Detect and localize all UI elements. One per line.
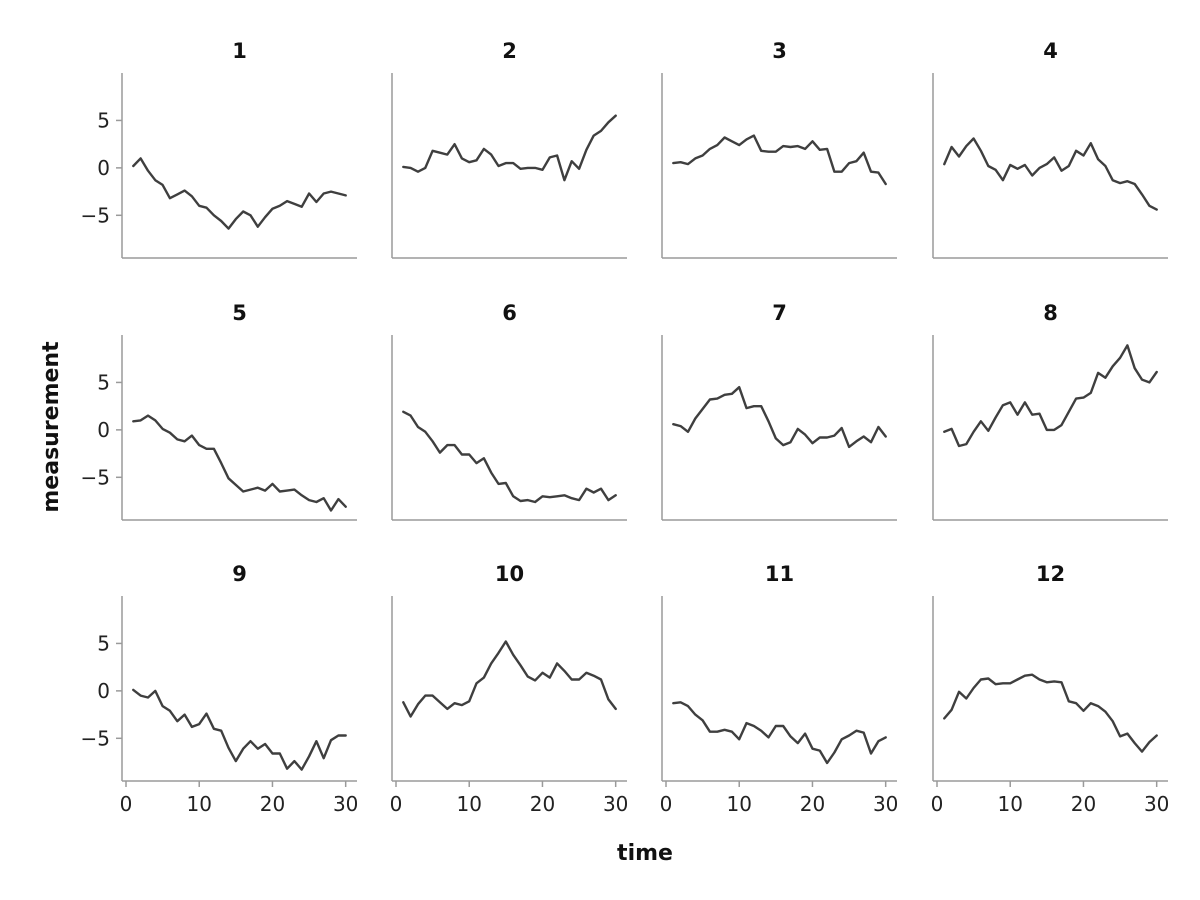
x-tick-label: 0 — [390, 792, 403, 816]
panel-9: 9 −5 0 5 0 10 20 30 — [81, 562, 359, 816]
panel-4: 4 — [932, 39, 1168, 259]
series-line — [132, 688, 347, 771]
y-axis-title: measurement — [39, 341, 64, 513]
y-tick-label: 0 — [97, 679, 110, 703]
panel-3: 3 — [661, 39, 897, 259]
x-tick-label: 30 — [1144, 792, 1169, 816]
y-tick-label: 5 — [97, 631, 110, 655]
panel-7: 7 — [661, 301, 897, 521]
series-line — [132, 414, 347, 512]
panel-1: 1 −5 0 5 — [81, 39, 357, 259]
panel-2: 2 — [391, 39, 627, 259]
panel-title: 1 — [232, 39, 247, 63]
x-tick-label: 10 — [726, 792, 751, 816]
panel-title: 5 — [232, 301, 247, 325]
series-line — [943, 137, 1158, 211]
panel-8: 8 — [932, 301, 1168, 521]
x-tick-label: 0 — [120, 792, 133, 816]
x-tick-label: 10 — [456, 792, 481, 816]
series-line — [402, 410, 617, 504]
x-tick-label: 20 — [530, 792, 555, 816]
y-tick-label: −5 — [81, 465, 110, 489]
panel-11: 11 0 10 20 30 — [660, 562, 899, 816]
x-tick-label: 0 — [660, 792, 673, 816]
y-tick-label: 0 — [97, 418, 110, 442]
panel-title: 9 — [232, 562, 247, 586]
panel-title: 3 — [772, 39, 787, 63]
panel-title: 10 — [495, 562, 524, 586]
panel-title: 12 — [1036, 562, 1065, 586]
x-tick-label: 20 — [260, 792, 285, 816]
series-line — [672, 134, 887, 186]
y-tick-label: −5 — [81, 726, 110, 750]
x-tick-label: 30 — [603, 792, 628, 816]
x-tick-label: 20 — [800, 792, 825, 816]
panel-6: 6 — [391, 301, 627, 521]
series-line — [943, 344, 1158, 448]
panel-title: 7 — [772, 301, 787, 325]
panel-5: 5 −5 0 5 — [81, 301, 357, 521]
x-tick-label: 10 — [997, 792, 1022, 816]
panel-title: 11 — [765, 562, 794, 586]
x-tick-label: 0 — [931, 792, 944, 816]
panels-group: 1 −5 0 5 2 3 4 5 −5 0 5 6 7 8 9 −5 0 5 0 10 20 30 10 0 10 20 30 11 0… — [81, 39, 1170, 816]
x-tick-label: 20 — [1071, 792, 1096, 816]
y-tick-label: 0 — [97, 156, 110, 180]
y-tick-label: 5 — [97, 370, 110, 394]
series-line — [402, 640, 617, 718]
panel-title: 4 — [1043, 39, 1058, 63]
panel-10: 10 0 10 20 30 — [390, 562, 629, 816]
series-line — [672, 386, 887, 449]
y-tick-label: 5 — [97, 108, 110, 132]
panel-title: 8 — [1043, 301, 1058, 325]
x-tick-label: 10 — [186, 792, 211, 816]
series-line — [402, 114, 617, 182]
x-tick-label: 30 — [333, 792, 358, 816]
series-line — [132, 157, 347, 230]
panel-12: 12 0 10 20 30 — [931, 562, 1170, 816]
series-line — [943, 673, 1158, 753]
x-tick-label: 30 — [873, 792, 898, 816]
panel-title: 2 — [502, 39, 517, 63]
series-line — [672, 701, 887, 765]
x-axis-title: time — [617, 841, 673, 866]
y-tick-label: −5 — [81, 203, 110, 227]
panel-title: 6 — [502, 301, 517, 325]
